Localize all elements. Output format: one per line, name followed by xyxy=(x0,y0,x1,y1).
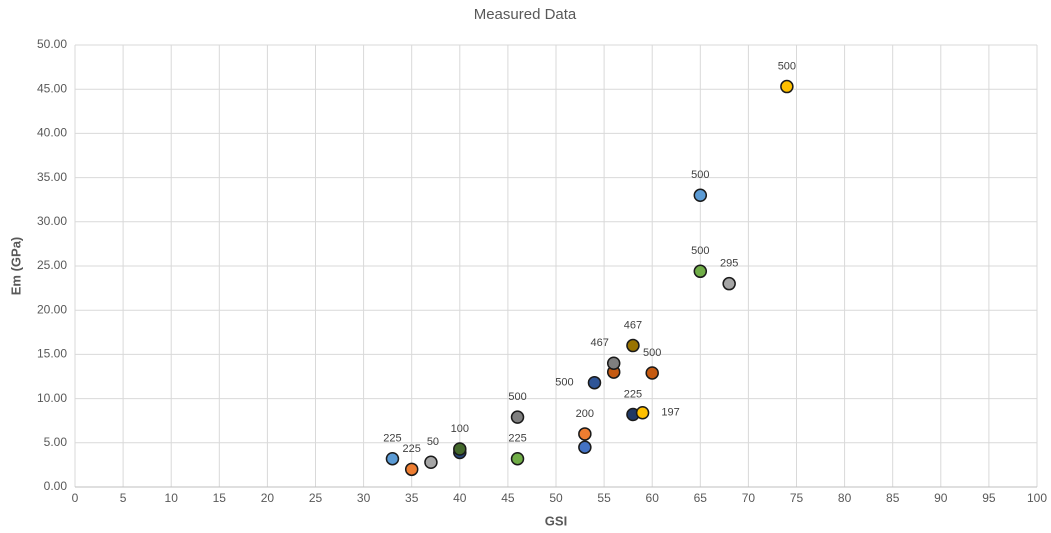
x-tick-label: 70 xyxy=(742,491,756,505)
point-label: 467 xyxy=(624,319,642,331)
point xyxy=(510,451,525,466)
y-tick-label: 40.00 xyxy=(37,126,67,140)
y-tick-label: 0.00 xyxy=(44,479,68,493)
x-tick-label: 75 xyxy=(790,491,804,505)
point-label: 197 xyxy=(661,407,679,419)
x-tick-label: 50 xyxy=(549,491,563,505)
point xyxy=(635,405,650,420)
point xyxy=(453,442,467,456)
point xyxy=(404,462,419,477)
x-tick-label: 10 xyxy=(165,491,179,505)
x-tick-label: 65 xyxy=(694,491,708,505)
point xyxy=(587,375,602,390)
x-tick-label: 45 xyxy=(501,491,515,505)
point xyxy=(578,427,592,441)
point-label: 295 xyxy=(720,258,738,270)
point-label: 500 xyxy=(691,245,709,257)
point-label: 500 xyxy=(643,347,661,359)
point-label: 225 xyxy=(403,443,421,455)
y-tick-label: 25.00 xyxy=(37,258,67,272)
x-tick-label: 80 xyxy=(838,491,852,505)
y-tick-label: 15.00 xyxy=(37,347,67,361)
point xyxy=(693,264,708,279)
point-label: 100 xyxy=(451,423,469,435)
point-label: 500 xyxy=(778,60,796,72)
x-tick-label: 40 xyxy=(453,491,467,505)
x-tick-label: 55 xyxy=(597,491,611,505)
point xyxy=(626,338,640,353)
point xyxy=(606,356,621,370)
point-label: 500 xyxy=(555,377,573,389)
x-tick-label: 0 xyxy=(72,491,79,505)
chart-title: Measured Data xyxy=(474,6,577,23)
y-tick-label: 50.00 xyxy=(37,37,67,51)
point-label: 200 xyxy=(576,408,594,420)
x-tick-label: 95 xyxy=(982,491,996,505)
y-tick-label: 10.00 xyxy=(37,391,67,405)
point xyxy=(645,366,659,380)
y-axis-title: Em (GPa) xyxy=(8,237,23,296)
point-label: 225 xyxy=(508,433,526,445)
point-label: 500 xyxy=(508,391,526,403)
point xyxy=(510,410,525,424)
x-axis-title: GSI xyxy=(545,513,567,528)
x-tick-label: 5 xyxy=(120,491,127,505)
x-tick-label: 35 xyxy=(405,491,419,505)
point xyxy=(578,440,592,454)
point-label: 225 xyxy=(624,388,642,400)
point xyxy=(780,79,794,94)
point xyxy=(385,451,400,466)
x-tick-label: 15 xyxy=(213,491,227,505)
y-tick-label: 30.00 xyxy=(37,214,67,228)
point-label: 467 xyxy=(591,337,609,349)
y-tick-label: 5.00 xyxy=(44,435,68,449)
point xyxy=(722,276,736,291)
x-tick-label: 60 xyxy=(646,491,660,505)
y-tick-label: 35.00 xyxy=(37,170,67,184)
point-label: 50 xyxy=(427,436,439,448)
x-tick-label: 85 xyxy=(886,491,900,505)
x-tick-label: 25 xyxy=(309,491,323,505)
point xyxy=(424,455,438,469)
point-label: 225 xyxy=(383,433,401,445)
point-label: 500 xyxy=(691,169,709,181)
x-tick-label: 20 xyxy=(261,491,275,505)
y-tick-label: 20.00 xyxy=(37,302,67,316)
x-tick-label: 100 xyxy=(1027,491,1047,505)
point xyxy=(693,188,708,203)
x-tick-label: 90 xyxy=(934,491,948,505)
y-tick-label: 45.00 xyxy=(37,81,67,95)
x-tick-label: 30 xyxy=(357,491,371,505)
